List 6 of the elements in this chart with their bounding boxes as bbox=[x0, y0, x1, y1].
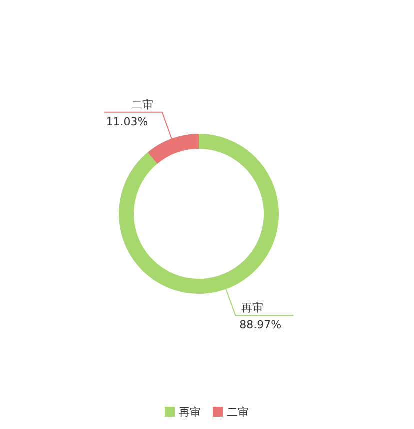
slice-label: 再审 bbox=[242, 302, 264, 315]
data-label: 88.97% bbox=[240, 318, 282, 332]
legend-label: 再审 bbox=[179, 406, 201, 419]
legend-label: 二审 bbox=[227, 406, 249, 419]
slice-label: 二审 bbox=[131, 98, 154, 112]
data-label: 11.03% bbox=[106, 115, 148, 128]
